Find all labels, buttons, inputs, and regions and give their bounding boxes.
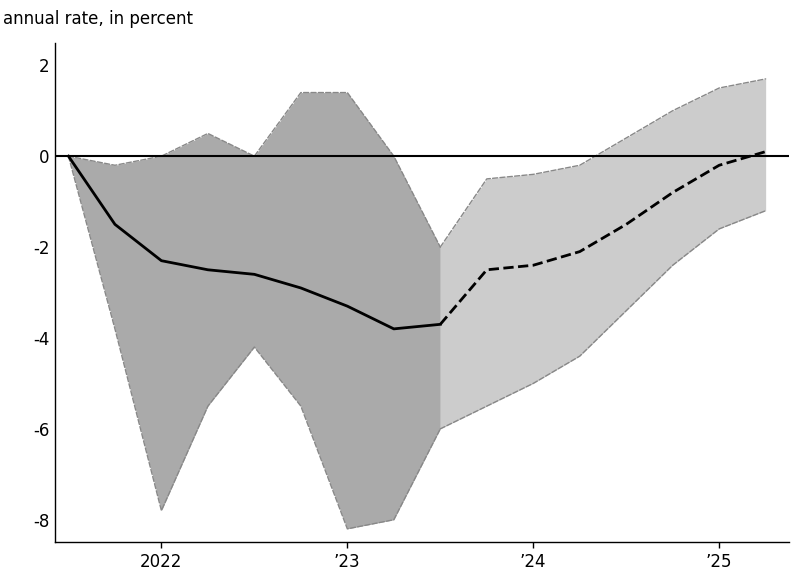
Text: annual rate, in percent: annual rate, in percent xyxy=(3,9,193,27)
